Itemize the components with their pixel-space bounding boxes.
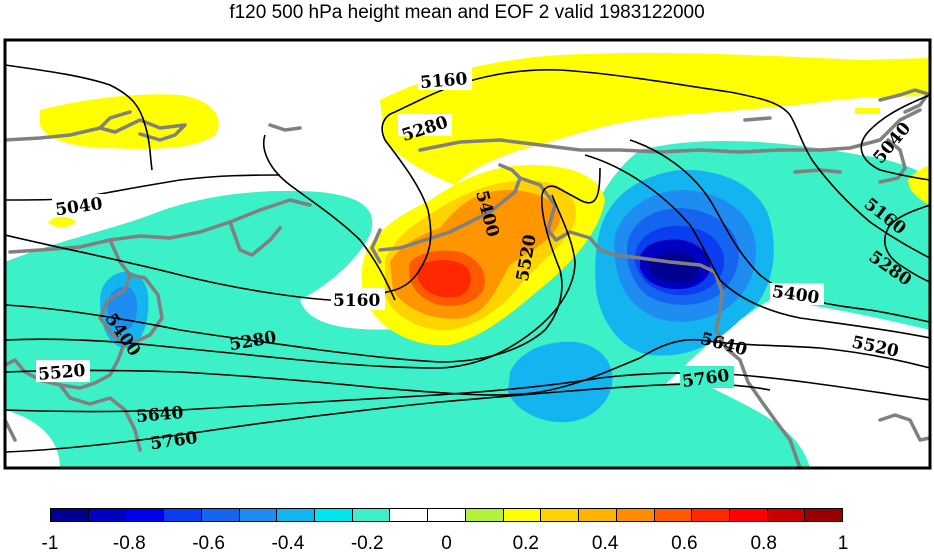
colorbar-tick-label: -0.4 bbox=[271, 533, 305, 554]
colorbar-swatch bbox=[163, 509, 201, 521]
colorbar-swatch bbox=[615, 509, 654, 521]
colorbar-tick-label: 0.2 bbox=[512, 533, 540, 554]
contour-label-5160: 5160 bbox=[333, 291, 380, 311]
colorbar-swatch bbox=[653, 509, 692, 521]
colorbar-swatch bbox=[427, 509, 465, 521]
anomaly-fill-neg-0.2 bbox=[600, 382, 810, 468]
map-title: f120 500 hPa height mean and EOF 2 valid… bbox=[229, 2, 705, 23]
colorbar-swatch bbox=[728, 509, 767, 521]
colorbar-swatch bbox=[464, 509, 503, 521]
colorbar-ticks: -1 -0.8 -0.6 -0.4 -0.2 0 0.2 0.4 0.6 0.8 1 bbox=[0, 533, 934, 558]
colorbar-tick-label: 0.4 bbox=[591, 533, 619, 554]
colorbar-swatch bbox=[389, 509, 428, 521]
colorbar-swatch bbox=[276, 509, 315, 521]
colorbar-tick-label: -0.6 bbox=[192, 533, 225, 554]
coastlines bbox=[5, 88, 930, 468]
colorbar-swatch bbox=[502, 509, 541, 521]
map-plot: 5160 5280 5040 5400 5520 5160 5280 5400 … bbox=[3, 38, 932, 470]
map-frame bbox=[3, 38, 932, 470]
colorbar-tick-label: -0.8 bbox=[112, 533, 146, 554]
colorbar-tick-label: 0 bbox=[441, 533, 452, 554]
anomaly-fill-pos-0.2 bbox=[855, 108, 880, 114]
colorbar-swatch bbox=[578, 509, 616, 521]
colorbar-swatch bbox=[314, 509, 352, 521]
colorbar-tick-label: -1 bbox=[41, 533, 59, 554]
colorbar-swatch bbox=[125, 509, 164, 521]
anomaly-fill-pos-0.2 bbox=[48, 216, 76, 228]
colorbar-tick-label: 1 bbox=[837, 533, 849, 554]
colorbar-swatch bbox=[51, 509, 88, 521]
height-contours bbox=[5, 64, 930, 453]
anomaly-fill-pos-0.2 bbox=[908, 165, 930, 205]
colorbar-swatch bbox=[766, 509, 805, 521]
colorbar-tick-label: -0.2 bbox=[350, 533, 384, 554]
anomaly-fill-pos-0.2 bbox=[380, 52, 930, 186]
contour-label-5520: 5520 bbox=[37, 361, 86, 385]
colorbar bbox=[50, 508, 843, 522]
anomaly-fill-neg-0.4 bbox=[508, 341, 613, 423]
contour-label-5640: 5640 bbox=[135, 403, 184, 427]
colorbar-swatch bbox=[540, 509, 579, 521]
colorbar-swatch bbox=[200, 509, 239, 521]
colorbar-swatch bbox=[238, 509, 277, 521]
colorbar-swatch bbox=[804, 509, 843, 521]
colorbar-tick-label: 0.8 bbox=[750, 533, 777, 554]
colorbar-tick-label: 0.6 bbox=[671, 533, 698, 554]
colorbar-swatch bbox=[691, 509, 729, 521]
anomaly-fill-pos-0.7 bbox=[417, 260, 471, 298]
colorbar-swatch bbox=[87, 509, 126, 521]
contour-label-5160: 5160 bbox=[419, 69, 468, 93]
colorbar-swatch bbox=[351, 509, 390, 521]
